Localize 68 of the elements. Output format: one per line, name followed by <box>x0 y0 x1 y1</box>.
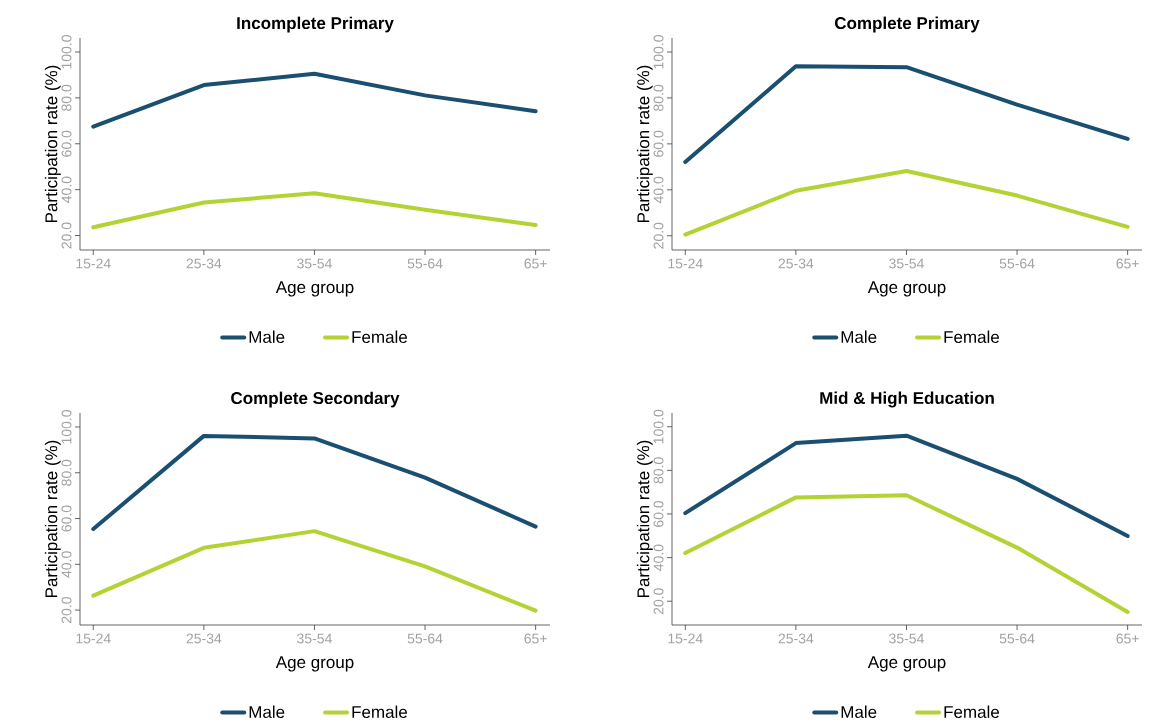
x-tick-label: 55-64 <box>407 633 443 644</box>
y-axis-title: Participation rate (%) <box>636 440 653 597</box>
legend-label: Male <box>249 705 285 718</box>
x-axis-title: Age group <box>867 656 946 672</box>
y-tick-label: 60.0 <box>653 500 664 527</box>
x-tick-label: 15-24 <box>76 258 111 269</box>
y-tick-label: 100.0 <box>653 34 664 69</box>
y-axis-title: Participation rate (%) <box>44 440 61 597</box>
y-tick-label: 20.0 <box>61 222 72 249</box>
chart-title: Mid & High Education <box>820 391 994 408</box>
y-tick-label: 60.0 <box>61 130 72 157</box>
x-tick-label: 35-54 <box>889 633 924 644</box>
x-tick-label: 65+ <box>1116 633 1139 644</box>
x-tick-label: 25-34 <box>186 633 222 644</box>
x-tick-label: 35-54 <box>297 258 332 269</box>
x-tick-label: 55-64 <box>407 258 443 269</box>
legend-label: Female <box>944 705 1000 718</box>
line-series <box>683 433 1130 538</box>
y-axis-title: Participation rate (%) <box>44 65 61 222</box>
y-tick-label: 60.0 <box>653 130 664 157</box>
legend-label: Female <box>944 330 1000 343</box>
line-series <box>683 64 1130 164</box>
y-tick-label: 80.0 <box>61 459 72 486</box>
y-tick-label: 20.0 <box>61 596 72 623</box>
chart-title: Incomplete Primary <box>237 16 394 33</box>
y-tick-label: 100.0 <box>653 409 664 444</box>
x-tick-label: 55-64 <box>999 633 1035 644</box>
x-tick-label: 35-54 <box>297 633 332 644</box>
x-axis-title: Age group <box>275 281 354 297</box>
chart-title: Complete Primary <box>834 16 980 33</box>
x-tick-label: 65+ <box>524 633 547 644</box>
x-tick-label: 15-24 <box>668 633 703 644</box>
line-series <box>91 433 538 531</box>
x-tick-label: 25-34 <box>186 258 222 269</box>
line-series <box>91 71 538 129</box>
y-tick-label: 100.0 <box>61 409 72 444</box>
legend-label: Male <box>841 330 877 343</box>
line-series <box>683 168 1130 237</box>
y-tick-label: 40.0 <box>653 544 664 571</box>
x-axis-title: Age group <box>275 656 354 672</box>
y-tick-label: 60.0 <box>61 505 72 532</box>
y-tick-label: 80.0 <box>61 84 72 111</box>
chart-title: Complete Secondary <box>231 391 400 408</box>
y-tick-label: 80.0 <box>653 84 664 111</box>
legend-label: Male <box>249 330 285 343</box>
y-tick-label: 40.0 <box>653 176 664 203</box>
y-tick-label: 80.0 <box>653 457 664 484</box>
y-tick-label: 20.0 <box>653 222 664 249</box>
legend-label: Female <box>352 705 408 718</box>
y-tick-label: 40.0 <box>61 551 72 578</box>
x-tick-label: 15-24 <box>668 258 703 269</box>
x-tick-label: 55-64 <box>999 258 1035 269</box>
x-tick-label: 15-24 <box>76 633 111 644</box>
line-series <box>683 493 1130 614</box>
x-axis-title: Age group <box>867 281 946 297</box>
x-tick-label: 25-34 <box>778 633 814 644</box>
y-tick-label: 20.0 <box>653 587 664 614</box>
legend-label: Male <box>841 705 877 718</box>
line-series <box>91 191 538 230</box>
y-axis-title: Participation rate (%) <box>636 65 653 222</box>
x-tick-label: 35-54 <box>889 258 924 269</box>
y-tick-label: 40.0 <box>61 176 72 203</box>
y-tick-label: 100.0 <box>61 34 72 69</box>
legend-label: Female <box>352 330 408 343</box>
x-tick-label: 65+ <box>524 258 547 269</box>
line-series <box>91 528 538 613</box>
x-tick-label: 65+ <box>1116 258 1139 269</box>
x-tick-label: 25-34 <box>778 258 814 269</box>
